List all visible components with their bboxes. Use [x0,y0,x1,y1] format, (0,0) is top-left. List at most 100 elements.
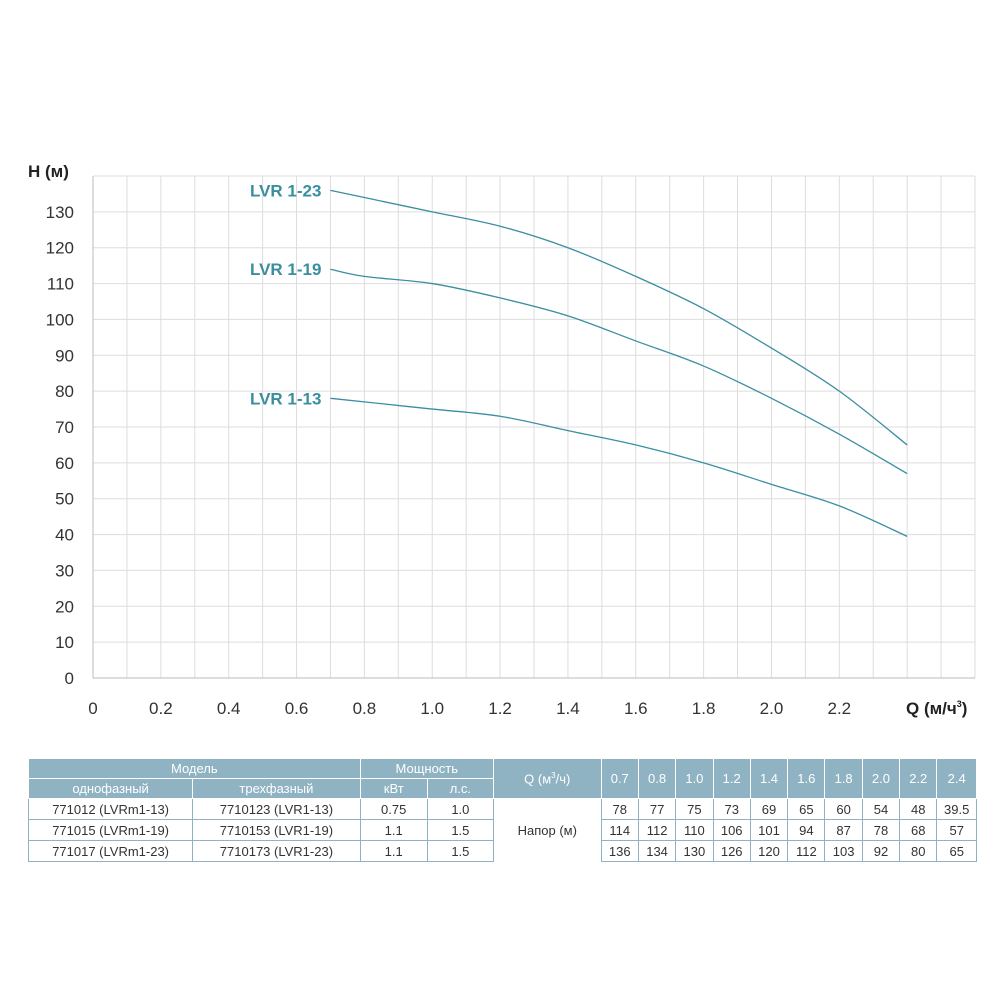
single-phase-model: 771015 (LVRm1-19) [27,819,194,841]
three-phase-model: 7710123 (LVR1-13) [192,798,361,820]
head-value: 65 [936,840,977,862]
head-value: 57 [936,819,977,841]
x-tick-label: 0.2 [149,699,173,718]
x-tick-label: 0.4 [217,699,241,718]
flow-value-header: 1.8 [824,758,863,799]
x-tick-label: 0 [88,699,97,718]
curve-label: LVR 1-19 [250,260,322,279]
flow-value-header: 1.2 [712,758,751,799]
flow-value-header: 2.4 [936,758,977,799]
head-value: 112 [787,840,826,862]
x-tick-label: 0.6 [285,699,309,718]
kw-header: кВт [359,778,428,799]
head-value: 65 [787,798,826,820]
head-value: 114 [600,819,639,841]
performance-curves: LVR 1-23 LVR 1-19 LVR 1-13 [250,181,908,537]
three-phase-model: 7710173 (LVR1-23) [192,840,361,862]
head-value: 94 [787,819,826,841]
flow-value-header: 0.7 [600,758,639,799]
power-kw: 0.75 [359,798,428,820]
head-value: 48 [899,798,938,820]
flow-value-header: 1.6 [787,758,826,799]
y-tick-label: 110 [47,275,74,294]
performance-curve [330,397,908,537]
y-tick-label: 100 [46,310,74,329]
chart-axes [92,176,975,679]
head-value: 78 [600,798,639,820]
single-phase-model: 771012 (LVRm1-13) [27,798,194,820]
y-tick-label: 20 [55,597,74,616]
head-value: 103 [824,840,863,862]
y-axis-title: H (м) [28,162,69,181]
curve-label: LVR 1-23 [250,181,322,200]
x-tick-label: 0.8 [353,699,377,718]
y-tick-label: 120 [46,239,74,258]
head-value: 60 [824,798,863,820]
head-value: 110 [675,819,714,841]
y-tick-label: 30 [55,561,74,580]
y-tick-label: 40 [55,526,74,545]
y-tick-label: 80 [55,382,74,401]
chart-grid [93,175,976,678]
head-value: 87 [824,819,863,841]
head-value: 73 [712,798,751,820]
power-hp: 1.5 [426,840,494,862]
y-tick-labels: 0 10 20 30 40 50 60 70 80 90 100 110 120 130 [46,203,74,688]
head-value: 134 [637,840,677,862]
y-tick-label: 50 [55,490,74,509]
power-hp: 1.0 [426,798,494,820]
head-value: 75 [675,798,714,820]
head-value: 80 [899,840,938,862]
head-value: 92 [861,840,901,862]
hp-header: л.с. [426,778,494,799]
y-tick-label: 10 [55,633,74,652]
power-kw: 1.1 [359,840,428,862]
single-phase-model: 771017 (LVRm1-23) [27,840,194,862]
x-tick-label: 1.6 [624,699,648,718]
head-value: 130 [675,840,714,862]
y-tick-label: 70 [55,418,74,437]
power-kw: 1.1 [359,819,428,841]
single-phase-header: однофазный [27,778,194,799]
y-tick-label: 130 [46,203,74,222]
x-tick-label: 1.4 [556,699,580,718]
head-value: 39.5 [936,798,977,820]
table-row: 771017 (LVRm1-23) 7710173 (LVR1-23) 1.1 … [27,840,977,862]
flow-value-header: 1.0 [675,758,714,799]
flow-header: Q (м3/ч) [492,758,602,799]
x-tick-label: 2.2 [827,699,851,718]
table-row: 771012 (LVRm1-13) 7710123 (LVR1-13) 0.75… [27,798,977,820]
head-label-cell [492,798,602,820]
flow-value-header: 2.0 [861,758,901,799]
head-value: 120 [749,840,789,862]
flow-value-header: 0.8 [637,758,677,799]
performance-curve [330,268,908,475]
power-hp: 1.5 [426,819,494,841]
head-value: 69 [749,798,789,820]
y-tick-label: 0 [65,669,74,688]
curve-label: LVR 1-13 [250,389,322,408]
performance-curve [330,189,908,446]
head-value: 101 [749,819,789,841]
head-value: 126 [712,840,751,862]
y-tick-label: 60 [55,454,74,473]
x-tick-label: 1.8 [692,699,716,718]
table-row: 771015 (LVRm1-19) 7710153 (LVR1-19) 1.1 … [27,819,977,841]
head-value: 54 [861,798,901,820]
three-phase-header: трехфазный [192,778,361,799]
x-tick-label: 1.0 [420,699,444,718]
y-tick-label: 90 [55,346,74,365]
three-phase-model: 7710153 (LVR1-19) [192,819,361,841]
head-value: 78 [861,819,901,841]
head-value: 68 [899,819,938,841]
head-value: 106 [712,819,751,841]
x-tick-labels: 0 0.2 0.4 0.6 0.8 1.0 1.2 1.4 1.6 1.8 2.0 2.2 [88,699,851,718]
head-value: 112 [637,819,677,841]
x-axis-title: Q (м/ч3) [906,699,967,718]
x-tick-label: 2.0 [760,699,784,718]
head-label: Напор (м) [492,819,602,841]
head-value: 77 [637,798,677,820]
flow-value-header: 2.2 [899,758,938,799]
x-tick-label: 1.2 [488,699,512,718]
